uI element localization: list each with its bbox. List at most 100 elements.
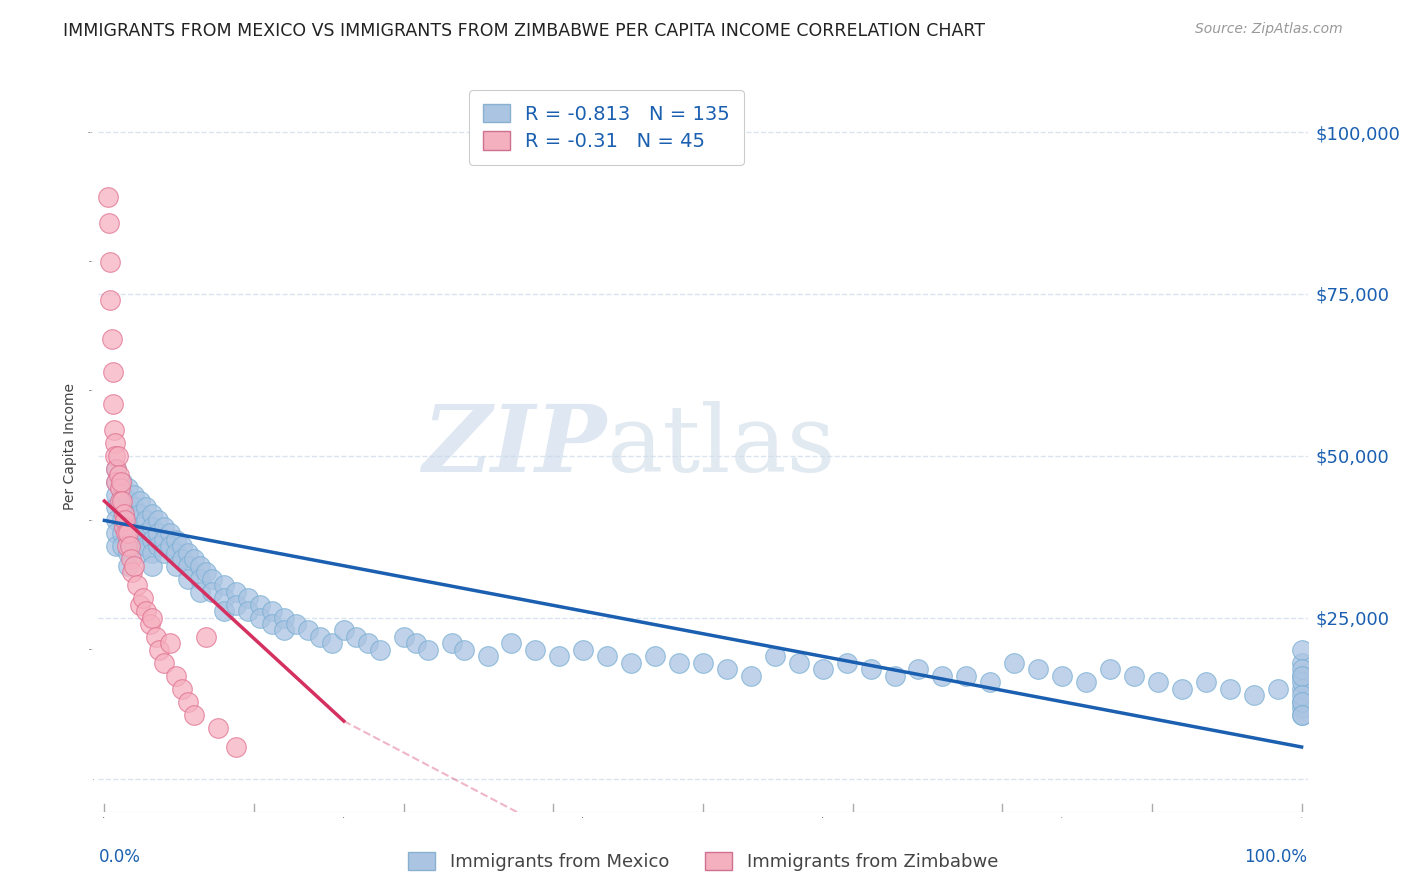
Point [124,558,146,573]
Point [955,669,977,683]
Point [112,520,135,534]
Point [284,617,307,632]
Legend: Immigrants from Mexico, Immigrants from Zimbabwe: Immigrants from Mexico, Immigrants from … [401,846,1005,879]
Legend: R = -0.813   N = 135, R = -0.31   N = 45: R = -0.813 N = 135, R = -0.31 N = 45 [468,90,744,165]
Point [153,533,176,547]
Point [159,636,181,650]
Point [107,468,129,483]
Point [183,552,205,566]
Point [172,539,194,553]
Point [907,662,929,676]
Point [225,598,247,612]
Point [344,630,367,644]
Point [129,520,152,534]
Point [117,481,139,495]
Point [165,558,187,573]
Point [101,365,124,379]
Text: Source: ZipAtlas.com: Source: ZipAtlas.com [1195,22,1343,37]
Point [114,513,136,527]
Point [195,566,218,580]
Point [1099,662,1122,676]
Point [260,604,283,618]
Point [129,546,152,560]
Point [141,533,163,547]
Point [153,546,176,560]
Point [1219,681,1241,696]
Point [787,656,810,670]
Point [105,539,128,553]
Point [110,475,132,489]
Point [1291,656,1313,670]
Point [1050,669,1073,683]
Point [135,513,157,527]
Point [135,539,157,553]
Point [572,643,595,657]
Point [105,475,128,489]
Point [1291,669,1313,683]
Point [145,630,167,644]
Point [105,461,128,475]
Text: IMMIGRANTS FROM MEXICO VS IMMIGRANTS FROM ZIMBABWE PER CAPITA INCOME CORRELATION: IMMIGRANTS FROM MEXICO VS IMMIGRANTS FRO… [63,22,986,40]
Point [105,461,128,475]
Point [236,604,259,618]
Point [453,643,475,657]
Point [188,584,211,599]
Point [117,558,139,573]
Text: 0.0%: 0.0% [98,848,141,866]
Point [1171,681,1194,696]
Point [165,546,187,560]
Point [165,669,187,683]
Point [125,578,148,592]
Point [100,293,122,308]
Point [644,649,666,664]
Point [183,707,205,722]
Point [1026,662,1049,676]
Point [148,513,170,527]
Point [1123,669,1146,683]
Point [148,539,170,553]
Point [139,617,162,632]
Point [501,636,523,650]
Point [105,526,128,541]
Point [135,500,157,515]
Point [273,624,295,638]
Point [117,520,139,534]
Point [129,494,152,508]
Point [111,539,134,553]
Point [121,566,143,580]
Point [1291,695,1313,709]
Point [118,539,141,553]
Point [135,526,157,541]
Point [117,526,139,541]
Point [105,513,128,527]
Point [1147,675,1170,690]
Point [1291,681,1313,696]
Point [1291,688,1313,702]
Point [1195,675,1218,690]
Point [405,636,427,650]
Point [195,630,218,644]
Point [1291,707,1313,722]
Point [368,643,391,657]
Point [596,649,619,664]
Point [297,624,319,638]
Point [309,630,332,644]
Point [440,636,463,650]
Point [201,572,224,586]
Point [129,507,152,521]
Point [668,656,690,670]
Point [1291,669,1313,683]
Point [177,695,200,709]
Point [416,643,439,657]
Point [141,558,163,573]
Point [212,578,235,592]
Point [1291,701,1313,715]
Point [148,526,170,541]
Point [117,546,139,560]
Point [188,572,211,586]
Point [101,397,124,411]
Point [548,649,571,664]
Point [129,598,152,612]
Point [115,526,138,541]
Point [1291,675,1313,690]
